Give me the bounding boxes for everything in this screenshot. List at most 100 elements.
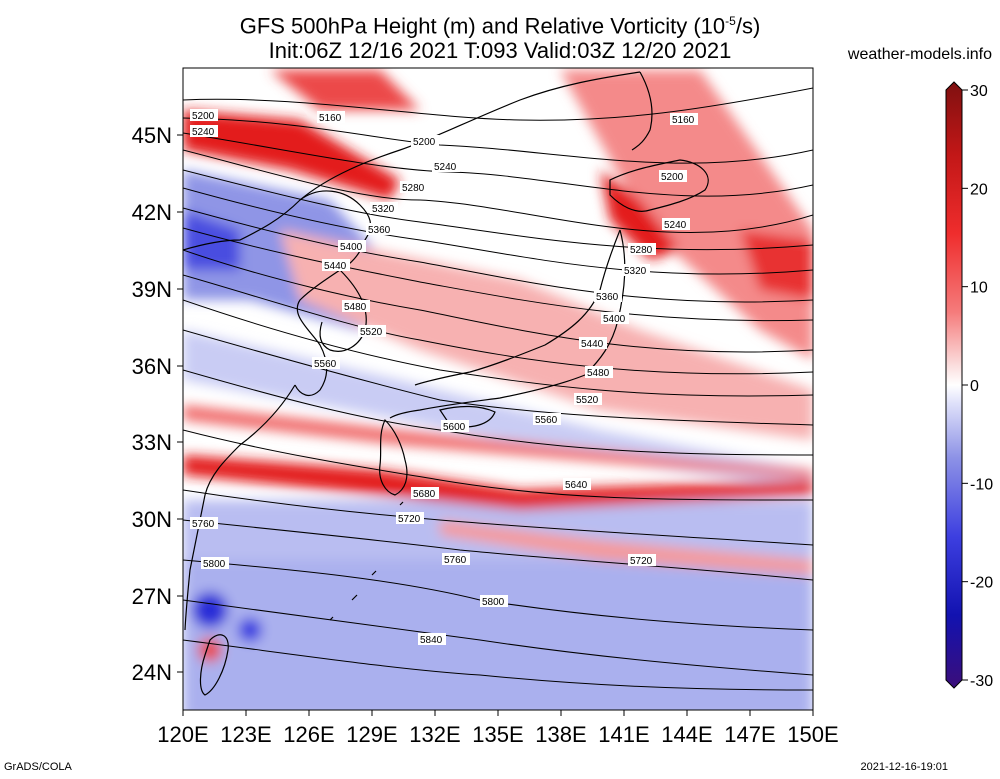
svg-text:5160: 5160 (672, 115, 695, 126)
svg-text:5600: 5600 (443, 422, 466, 433)
lon-label-129E: 129E (346, 722, 397, 747)
contour-label-5320: 5320 (370, 202, 398, 215)
contour-label-5720: 5720 (396, 512, 424, 525)
svg-text:5320: 5320 (624, 266, 647, 277)
contour-label-5400b: 5400 (601, 312, 629, 325)
colorbar-label-10: 10 (970, 280, 988, 297)
colorbar-label--10: -10 (970, 476, 993, 493)
colorbar: 30 20 10 0 -10 -20 -30 (945, 81, 993, 690)
contour-label-5400: 5400 (338, 240, 366, 253)
svg-text:5160: 5160 (319, 113, 342, 124)
svg-text:5240: 5240 (664, 220, 687, 231)
svg-text:5240: 5240 (192, 127, 215, 138)
contour-label-5240b: 5240 (662, 218, 690, 231)
contour-label-5200: 5200 (411, 135, 439, 148)
colorbar-label-0: 0 (970, 378, 979, 395)
lat-label-39N: 39N (132, 277, 172, 302)
svg-text:5200: 5200 (192, 111, 215, 122)
contour-label-5680: 5680 (411, 487, 439, 500)
contour-label-5240: 5240 (432, 160, 460, 173)
contour-label-5480b: 5480 (585, 366, 613, 379)
lon-label-135E: 135E (472, 722, 523, 747)
contour-label-5600: 5600 (441, 420, 469, 433)
latitude-axis: 45N 42N 39N 36N 33N 30N 27N 24N (132, 123, 183, 685)
svg-text:5800: 5800 (482, 597, 505, 608)
svg-text:5640: 5640 (565, 480, 588, 491)
colorbar-label--20: -20 (970, 575, 993, 592)
lon-label-126E: 126E (283, 722, 334, 747)
site-label: weather-models.info (847, 46, 992, 63)
lat-label-36N: 36N (132, 354, 172, 379)
svg-text:5760: 5760 (192, 519, 215, 530)
contour-label-5720b: 5720 (628, 554, 656, 567)
svg-text:5760: 5760 (444, 555, 467, 566)
svg-text:5520: 5520 (360, 327, 383, 338)
lat-label-33N: 33N (132, 430, 172, 455)
colorbar-label--30: -30 (970, 673, 993, 690)
contour-label-5280: 5280 (400, 181, 428, 194)
contour-label-5480: 5480 (342, 300, 370, 313)
title-line1: GFS 500hPa Height (m) and Relative Vorti… (239, 13, 761, 39)
lon-label-132E: 132E (409, 722, 460, 747)
contour-label-5440: 5440 (322, 259, 350, 272)
contour-label-5280b: 5280 (628, 243, 656, 256)
contour-label-5520: 5520 (358, 325, 386, 338)
colorbar-bar (945, 81, 963, 689)
lat-label-45N: 45N (132, 123, 172, 148)
contour-label-5560: 5560 (312, 357, 340, 370)
svg-text:5480: 5480 (344, 302, 367, 313)
contour-labels: 5160 5160 5200 5200 5240 5240 5280 5280 … (190, 109, 698, 646)
contour-label-5360: 5360 (366, 223, 394, 236)
lon-label-120E: 120E (157, 722, 208, 747)
lon-label-147E: 147E (724, 722, 775, 747)
svg-text:5400: 5400 (603, 314, 626, 325)
svg-text:5200: 5200 (413, 137, 436, 148)
contour-label-5360b: 5360 (594, 290, 622, 303)
svg-text:5520: 5520 (576, 395, 599, 406)
contour-label-5240c: 5240 (190, 125, 218, 138)
contour-label-5440b: 5440 (579, 337, 607, 350)
contour-label-5200b: 5200 (659, 170, 687, 183)
svg-text:5720: 5720 (398, 514, 421, 525)
svg-text:5240: 5240 (434, 162, 457, 173)
svg-text:5840: 5840 (420, 635, 443, 646)
contour-label-5560b: 5560 (533, 413, 561, 426)
svg-text:5560: 5560 (535, 415, 558, 426)
svg-text:5560: 5560 (314, 359, 337, 370)
colorbar-labels: 30 20 10 0 -10 -20 -30 (962, 83, 993, 690)
footer-left: GrADS/COLA (4, 761, 72, 773)
contour-label-5520b: 5520 (574, 393, 602, 406)
colorbar-label-20: 20 (970, 181, 988, 198)
svg-text:5360: 5360 (368, 225, 391, 236)
contour-label-5320b: 5320 (622, 264, 650, 277)
contour-label-5840: 5840 (418, 633, 446, 646)
contour-label-5760: 5760 (190, 517, 218, 530)
lon-label-123E: 123E (220, 722, 271, 747)
colorbar-label-30: 30 (970, 83, 988, 100)
lat-label-27N: 27N (132, 584, 172, 609)
svg-text:5440: 5440 (581, 339, 604, 350)
longitude-axis: 120E 123E 126E 129E 132E 135E 138E 141E 144E 147E… (157, 710, 839, 747)
contour-label-5640: 5640 (563, 478, 591, 491)
contour-label-5200c: 5200 (190, 109, 218, 122)
contour-label-5160b: 5160 (670, 113, 698, 126)
svg-text:5480: 5480 (587, 368, 610, 379)
contour-label-5800b: 5800 (480, 595, 508, 608)
vorticity-field (183, 68, 813, 710)
lon-label-141E: 141E (598, 722, 649, 747)
lon-label-144E: 144E (661, 722, 712, 747)
svg-text:5280: 5280 (402, 183, 425, 194)
svg-text:5440: 5440 (324, 261, 347, 272)
contour-label-5160: 5160 (317, 111, 345, 124)
svg-text:5200: 5200 (661, 172, 684, 183)
contour-label-5800: 5800 (201, 557, 229, 570)
lat-label-42N: 42N (132, 200, 172, 225)
svg-text:5320: 5320 (372, 204, 395, 215)
lon-label-138E: 138E (535, 722, 586, 747)
height-contours (183, 87, 813, 691)
svg-text:5720: 5720 (630, 556, 653, 567)
lat-label-24N: 24N (132, 660, 172, 685)
lat-label-30N: 30N (132, 507, 172, 532)
svg-text:5280: 5280 (630, 245, 653, 256)
